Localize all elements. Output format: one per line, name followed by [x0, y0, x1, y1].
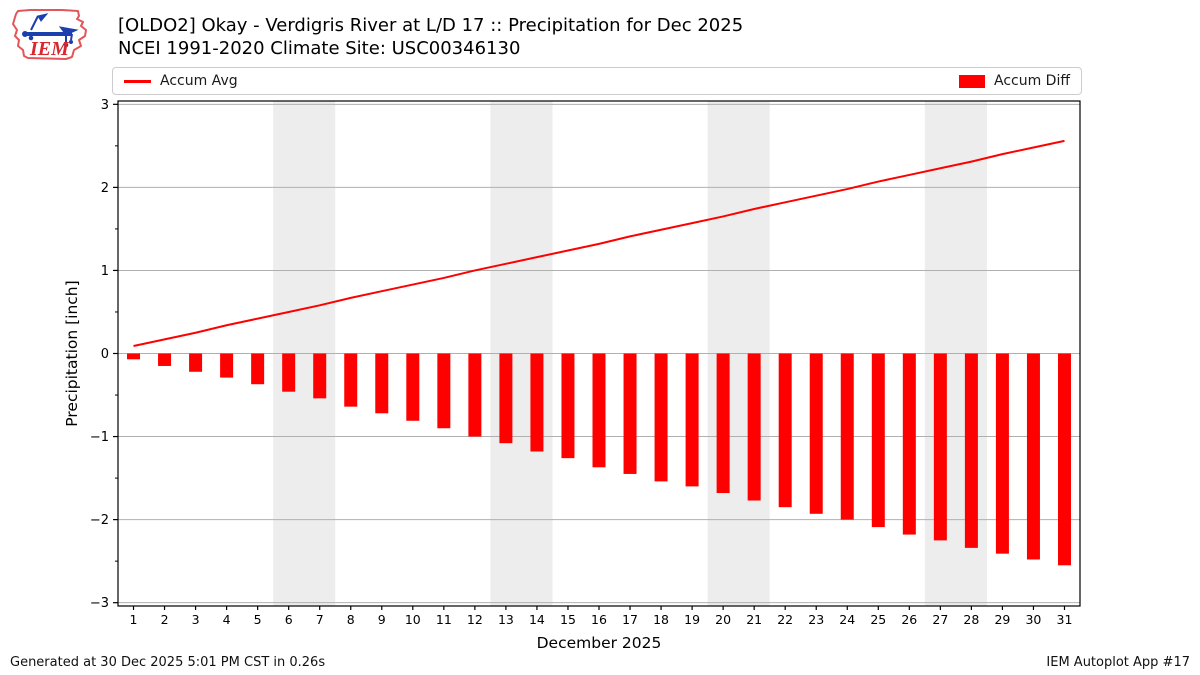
x-tick-label: 12 [467, 612, 483, 627]
x-tick-label: 1 [130, 612, 138, 627]
x-tick-label: 26 [901, 612, 917, 627]
chart-title-block: [OLDO2] Okay - Verdigris River at L/D 17… [118, 14, 743, 60]
bar-day-19 [685, 353, 699, 487]
iem-logo: IEM [12, 9, 87, 60]
weather-vane-icon [22, 13, 79, 48]
y-tick-label: 2 [101, 181, 109, 196]
legend-label-accum-avg: Accum Avg [160, 73, 238, 89]
x-tick-label: 19 [684, 612, 700, 627]
x-tick-label: 5 [254, 612, 262, 627]
bar-day-16 [592, 353, 606, 468]
accum-avg-line-swatch-icon [124, 79, 151, 83]
bar-day-15 [561, 353, 575, 459]
x-tick-label: 31 [1057, 612, 1073, 627]
bar-day-22 [778, 353, 792, 508]
bar-day-26 [902, 353, 916, 535]
bar-day-14 [530, 353, 544, 452]
bar-day-10 [406, 353, 420, 421]
accum-diff-bar-swatch-icon [958, 74, 985, 88]
x-tick-label: 15 [560, 612, 576, 627]
bar-day-28 [964, 353, 978, 548]
x-tick-label: 29 [994, 612, 1010, 627]
bar-day-18 [654, 353, 668, 482]
x-tick-label: 20 [715, 612, 731, 627]
x-tick-label: 2 [161, 612, 169, 627]
x-tick-label: 21 [746, 612, 762, 627]
chart-legend: Accum Avg Accum Diff [112, 67, 1082, 95]
legend-item-accum-avg: Accum Avg [124, 73, 238, 89]
x-tick-label: 23 [808, 612, 824, 627]
bar-day-5 [251, 353, 265, 385]
x-tick-label: 14 [529, 612, 545, 627]
bar-day-27 [933, 353, 947, 541]
x-tick-label: 18 [653, 612, 669, 627]
x-axis-label: December 2025 [537, 634, 662, 652]
x-tick-label: 7 [316, 612, 324, 627]
x-tick-label: 30 [1025, 612, 1041, 627]
y-tick-label: −3 [90, 596, 109, 611]
bar-day-11 [437, 353, 451, 429]
legend-item-accum-diff: Accum Diff [958, 73, 1070, 89]
bar-day-12 [468, 353, 482, 437]
bar-day-7 [313, 353, 327, 399]
bar-day-29 [995, 353, 1009, 554]
y-tick-label: 3 [101, 98, 109, 113]
bar-day-9 [375, 353, 389, 414]
y-tick-label: 1 [101, 264, 109, 279]
y-tick-label: −1 [90, 430, 109, 445]
x-tick-label: 28 [963, 612, 979, 627]
bar-day-24 [840, 353, 854, 520]
generated-timestamp: Generated at 30 Dec 2025 5:01 PM CST in … [10, 655, 326, 670]
x-tick-label: 6 [285, 612, 293, 627]
x-axis: 1 2 3 4 5 6 7 8 9 10 11 12 13 14 15 16 17 18 19 20 21 22 23 24 2… [130, 606, 1073, 627]
accum-diff-bars [127, 353, 1071, 566]
x-tick-label: 8 [347, 612, 355, 627]
bar-day-2 [158, 353, 172, 366]
bar-day-30 [1026, 353, 1040, 560]
x-tick-label: 25 [870, 612, 886, 627]
y-tick-label: 0 [101, 347, 109, 362]
x-tick-label: 13 [498, 612, 514, 627]
bar-day-13 [499, 353, 513, 444]
x-tick-label: 17 [622, 612, 638, 627]
x-tick-label: 10 [405, 612, 421, 627]
bar-day-20 [716, 353, 730, 494]
chart-subtitle: NCEI 1991-2020 Climate Site: USC00346130 [118, 38, 521, 59]
bar-day-31 [1057, 353, 1071, 566]
x-tick-label: 3 [192, 612, 200, 627]
iem-logo-text: IEM [29, 38, 70, 60]
x-tick-label: 27 [932, 612, 948, 627]
y-axis: −3 −2 −1 0 1 2 3 [90, 98, 118, 611]
bar-day-3 [189, 353, 203, 372]
bar-day-23 [809, 353, 823, 514]
bar-day-6 [282, 353, 296, 392]
x-tick-label: 24 [839, 612, 855, 627]
x-tick-label: 4 [223, 612, 231, 627]
bar-day-17 [623, 353, 637, 474]
y-axis-label: Precipitation [inch] [63, 280, 81, 426]
bar-day-8 [344, 353, 358, 407]
bar-day-1 [127, 353, 141, 360]
gridlines [118, 103, 1080, 604]
bar-day-25 [871, 353, 885, 528]
x-tick-label: 22 [777, 612, 793, 627]
app-credit: IEM Autoplot App #17 [1046, 655, 1190, 670]
bar-day-4 [220, 353, 234, 378]
y-tick-label: −2 [90, 513, 109, 528]
x-tick-label: 16 [591, 612, 607, 627]
x-tick-label: 11 [436, 612, 452, 627]
accum-avg-line [133, 139, 1065, 348]
bar-day-21 [747, 353, 761, 501]
chart-title: [OLDO2] Okay - Verdigris River at L/D 17… [118, 15, 744, 36]
legend-label-accum-diff: Accum Diff [993, 73, 1070, 89]
x-tick-label: 9 [378, 612, 386, 627]
